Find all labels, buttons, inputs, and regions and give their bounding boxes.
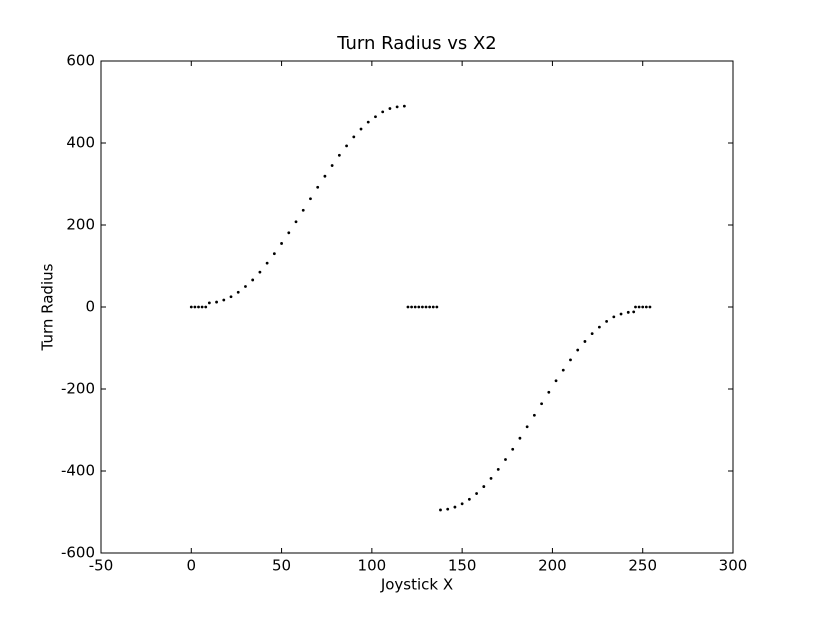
point: [632, 310, 636, 314]
y-tick-label: 0: [85, 298, 95, 316]
plot-frame: [100, 60, 734, 554]
x-tick-label: -50: [89, 557, 114, 575]
point: [460, 502, 464, 506]
point: [569, 358, 572, 362]
point: [413, 305, 417, 309]
point: [265, 261, 269, 265]
point: [634, 305, 637, 309]
point: [525, 425, 529, 429]
point: [222, 298, 226, 302]
x-tick-label: 250: [628, 557, 657, 575]
point: [637, 305, 641, 309]
point: [619, 312, 623, 316]
point: [337, 153, 341, 157]
point: [561, 368, 565, 372]
point: [352, 135, 356, 139]
point: [244, 285, 247, 288]
x-tick-label: 200: [538, 557, 567, 575]
point: [204, 305, 208, 309]
point: [511, 447, 515, 451]
x-tick-label: 150: [448, 557, 477, 575]
point: [504, 458, 507, 461]
point: [605, 319, 608, 323]
point: [431, 305, 435, 309]
point: [395, 105, 399, 109]
point: [287, 231, 291, 235]
y-tick-label: 400: [66, 134, 95, 152]
point: [189, 305, 193, 309]
point: [301, 208, 305, 212]
y-axis-label: Turn Radius: [39, 263, 57, 351]
point: [518, 436, 522, 440]
point: [345, 144, 348, 148]
point: [200, 305, 204, 309]
point: [323, 174, 327, 178]
point: [421, 305, 424, 309]
y-tick-label: 600: [66, 52, 95, 70]
point: [366, 120, 370, 124]
point: [439, 508, 442, 512]
point: [280, 242, 283, 245]
point: [540, 402, 543, 406]
y-tick-label: 200: [66, 216, 95, 234]
point: [435, 305, 439, 309]
point: [309, 197, 312, 201]
point: [482, 485, 486, 488]
point: [583, 340, 587, 343]
point: [576, 348, 580, 352]
point: [294, 220, 298, 224]
point: [374, 115, 377, 119]
point: [641, 305, 645, 309]
point: [532, 413, 536, 417]
point: [272, 252, 276, 256]
point: [590, 332, 594, 336]
x-tick-label: 0: [187, 557, 197, 575]
point: [489, 476, 493, 480]
point: [424, 305, 428, 309]
point: [330, 164, 334, 167]
point: [215, 300, 218, 304]
point: [428, 305, 432, 309]
point: [251, 278, 255, 282]
point: [381, 110, 385, 114]
point: [388, 107, 392, 110]
point: [496, 467, 500, 471]
point: [648, 305, 652, 309]
x-tick-label: 50: [272, 557, 291, 575]
point: [193, 305, 197, 309]
y-tick-label: -200: [61, 380, 95, 398]
y-tick-label: -400: [61, 462, 95, 480]
point: [453, 505, 457, 509]
point: [236, 290, 240, 294]
point: [316, 185, 320, 189]
y-tick-label: -600: [61, 544, 95, 562]
point: [467, 497, 471, 501]
point: [612, 315, 616, 319]
point: [359, 127, 363, 131]
point: [402, 104, 406, 108]
point: [207, 301, 211, 305]
point: [626, 310, 630, 314]
point: [410, 305, 413, 309]
point: [597, 325, 601, 329]
point: [406, 305, 410, 309]
point: [446, 507, 450, 511]
point: [197, 305, 200, 309]
point: [644, 305, 648, 309]
x-tick-label: 300: [719, 557, 748, 575]
point: [258, 270, 262, 274]
x-tick-label: 100: [358, 557, 387, 575]
point: [554, 379, 558, 383]
chart-title: Turn Radius vs X2: [336, 33, 497, 54]
point: [475, 492, 478, 495]
x-axis-label: Joystick X: [380, 576, 453, 594]
point: [547, 390, 551, 394]
point: [417, 305, 421, 309]
point: [229, 295, 233, 299]
